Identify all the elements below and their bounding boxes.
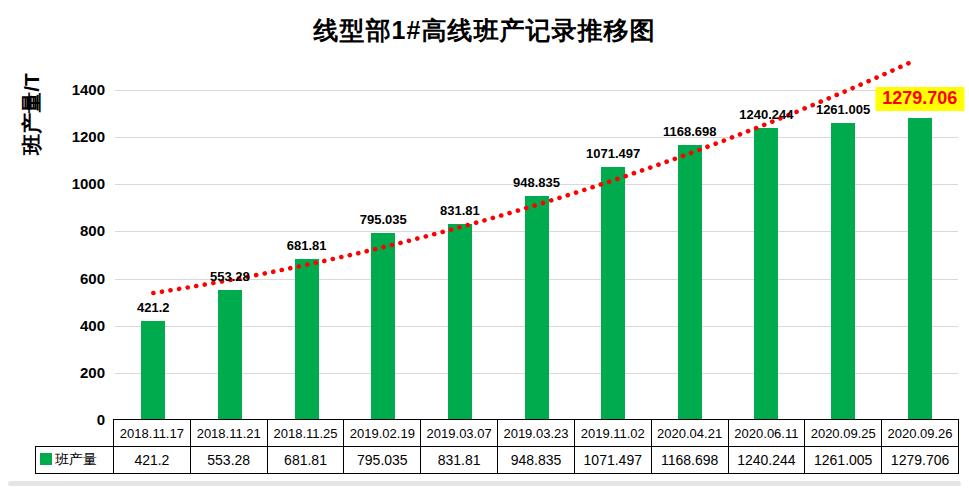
y-axis-tick-label: 200 — [45, 364, 105, 382]
bar-2018.11.21[interactable] — [218, 290, 242, 420]
gridline — [115, 90, 958, 91]
data-label: 1240.244 — [739, 107, 793, 122]
y-axis-tick-label: 1200 — [45, 128, 105, 146]
table-value-cell: 831.81 — [421, 447, 498, 474]
table-date-cell: 2018.11.17 — [114, 420, 191, 447]
bar-2019.02.19[interactable] — [371, 233, 395, 420]
table-date-cell: 2018.11.25 — [267, 420, 344, 447]
data-label-highlighted: 1279.706 — [875, 87, 964, 111]
chart-data-table: 2018.11.172018.11.212018.11.252019.02.19… — [35, 419, 959, 474]
data-label: 948.835 — [513, 175, 560, 190]
bar-2020.09.25[interactable] — [831, 123, 855, 420]
legend-swatch-icon — [40, 453, 52, 465]
table-date-cell: 2020.09.25 — [805, 420, 882, 447]
table-value-cell: 795.035 — [344, 447, 421, 474]
y-axis-tick-label: 1000 — [45, 175, 105, 193]
table-value-cell: 553.28 — [190, 447, 267, 474]
table-date-cell: 2019.02.19 — [344, 420, 421, 447]
table-corner-blank — [36, 420, 114, 447]
table-date-cell: 2020.04.21 — [651, 420, 728, 447]
table-value-cell: 421.2 — [114, 447, 191, 474]
data-label: 421.2 — [137, 300, 170, 315]
table-value-cell: 681.81 — [267, 447, 344, 474]
bar-2019.03.23[interactable] — [525, 196, 549, 420]
bar-2020.09.26[interactable] — [908, 118, 932, 420]
data-label: 681.81 — [287, 238, 327, 253]
data-label: 1261.005 — [816, 102, 870, 117]
data-label: 1168.698 — [663, 124, 717, 139]
bar-2019.03.07[interactable] — [448, 224, 472, 420]
table-value-cell: 1261.005 — [805, 447, 882, 474]
table-value-cell: 1279.706 — [882, 447, 959, 474]
table-value-cell: 1071.497 — [574, 447, 651, 474]
table-value-cell: 1168.698 — [651, 447, 728, 474]
chart-canvas: 线型部1#高线班产记录推移图 班产量/T 0200400600800100012… — [0, 0, 969, 488]
table-value-cell: 948.835 — [498, 447, 575, 474]
y-axis-tick-label: 800 — [45, 222, 105, 240]
legend-label: 班产量 — [55, 451, 97, 467]
bar-2018.11.25[interactable] — [295, 259, 319, 420]
bar-2018.11.17[interactable] — [141, 321, 165, 420]
bar-2020.04.21[interactable] — [678, 145, 702, 420]
table-date-cell: 2019.03.07 — [421, 420, 498, 447]
data-label: 831.81 — [440, 203, 480, 218]
table-date-cell: 2018.11.21 — [190, 420, 267, 447]
bottom-divider — [8, 481, 961, 486]
table-date-cell: 2020.06.11 — [728, 420, 805, 447]
table-value-cell: 1240.244 — [728, 447, 805, 474]
y-axis-tick-label: 600 — [45, 270, 105, 288]
table-date-cell: 2019.03.23 — [498, 420, 575, 447]
y-axis-title: 班产量/T — [18, 44, 46, 184]
bar-2019.11.02[interactable] — [601, 167, 625, 420]
table-date-cell: 2019.11.02 — [574, 420, 651, 447]
data-label: 553.28 — [210, 269, 250, 284]
table-date-cell: 2020.09.26 — [882, 420, 959, 447]
y-axis-tick-label: 1400 — [45, 81, 105, 99]
y-axis-tick-label: 400 — [45, 317, 105, 335]
bar-2020.06.11[interactable] — [754, 128, 778, 420]
data-label: 1071.497 — [586, 146, 640, 161]
chart-title: 线型部1#高线班产记录推移图 — [0, 14, 969, 47]
data-label: 795.035 — [360, 212, 407, 227]
legend-cell: 班产量 — [36, 447, 114, 474]
